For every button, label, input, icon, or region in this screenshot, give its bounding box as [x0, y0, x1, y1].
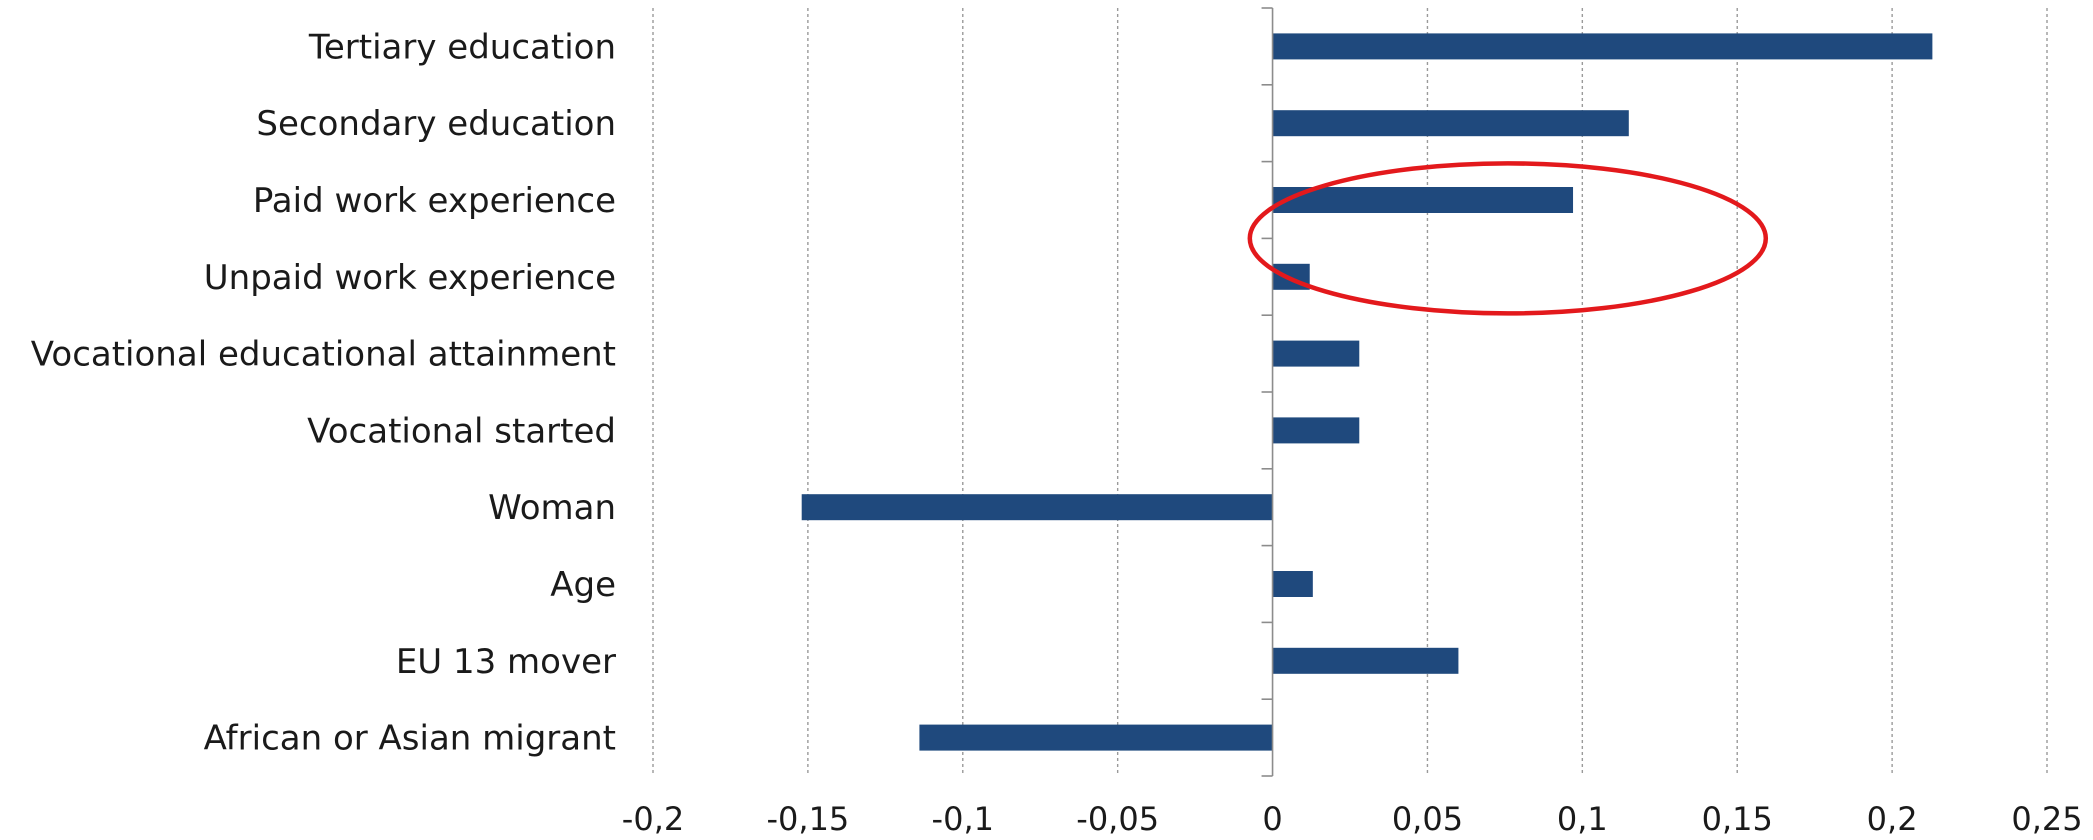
annotation-layer	[1247, 161, 1769, 316]
bar-layer	[801, 33, 1933, 751]
category-label-6: Woman	[488, 488, 616, 528]
category-label-9: African or Asian migrant	[204, 719, 616, 759]
category-label-1: Secondary education	[256, 104, 616, 144]
bar-7	[1272, 571, 1313, 597]
x-tick-label-6: 0,1	[1557, 800, 1608, 838]
x-tick-label-0: -0,2	[622, 800, 684, 838]
bar-6	[801, 494, 1273, 521]
x-tick-label-1: -0,15	[766, 800, 849, 838]
tick-layer: -0,2 -0,15 -0,1 -0,05 0 0,05 0,1 0,15 0,2 0,25	[622, 800, 2083, 838]
grid-layer	[652, 8, 2048, 776]
x-tick-label-2: -0,1	[932, 800, 994, 838]
category-label-0: Tertiary education	[308, 27, 616, 67]
category-label-8: EU 13 mover	[396, 642, 616, 682]
label-layer: Tertiary education Secondary education Pai…	[31, 27, 616, 758]
bar-4	[1272, 340, 1360, 367]
x-tick-label-3: -0,05	[1076, 800, 1159, 838]
category-label-7: Age	[550, 565, 616, 605]
bar-5	[1272, 417, 1360, 444]
bar-1	[1272, 110, 1629, 137]
bar-9	[919, 724, 1273, 751]
x-tick-label-9: 0,25	[2011, 800, 2082, 838]
bar-0	[1272, 33, 1933, 60]
bar-2	[1272, 187, 1574, 213]
category-label-3: Unpaid work experience	[204, 258, 616, 298]
bar-8	[1272, 647, 1459, 674]
axis-layer	[1261, 7, 1274, 777]
x-tick-label-5: 0,05	[1392, 800, 1463, 838]
highlight-ellipse	[1247, 161, 1769, 316]
x-tick-label-4: 0	[1262, 800, 1282, 838]
category-label-5: Vocational started	[307, 411, 616, 451]
x-tick-label-8: 0,2	[1867, 800, 1918, 838]
category-label-4: Vocational educational attainment	[31, 335, 616, 375]
x-tick-label-7: 0,15	[1702, 800, 1773, 838]
category-label-2: Paid work experience	[253, 181, 616, 221]
